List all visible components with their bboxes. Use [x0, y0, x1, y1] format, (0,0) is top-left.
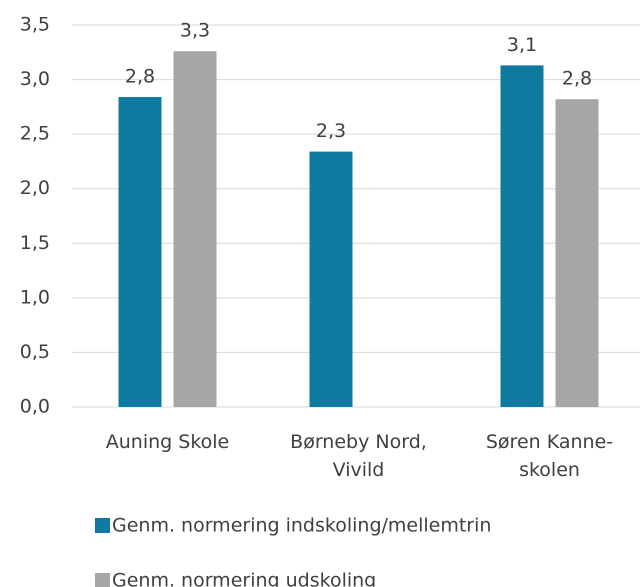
- data-label: 3,1: [507, 34, 537, 56]
- y-tick-label: 2,0: [20, 177, 50, 199]
- y-tick-label: 3,0: [20, 68, 50, 90]
- bar: [500, 65, 544, 407]
- bar: [173, 51, 217, 408]
- legend-swatch: [95, 573, 110, 587]
- data-label: 2,3: [316, 120, 346, 142]
- data-label: 3,3: [180, 20, 210, 42]
- legend-swatch: [95, 518, 110, 533]
- bar: [118, 97, 162, 407]
- legend-label: Genm. normering indskoling/mellemtrin: [112, 515, 491, 537]
- x-tick-label: Auning Skole: [105, 431, 230, 453]
- y-tick-label: 1,5: [20, 232, 50, 254]
- x-tick-label: Børneby Nord, Vivild: [290, 431, 427, 481]
- bar: [555, 99, 599, 408]
- data-label: 2,8: [125, 66, 155, 88]
- y-tick-label: 0,5: [20, 341, 50, 363]
- y-tick-label: 0,0: [20, 396, 50, 418]
- y-tick-label: 2,5: [20, 123, 50, 145]
- y-tick-label: 3,5: [20, 14, 50, 36]
- legend-label: Genm. normering udskoling: [112, 570, 376, 587]
- y-tick-label: 1,0: [20, 286, 50, 308]
- x-tick-label: Søren Kanne- skolen: [485, 431, 614, 481]
- data-label: 2,8: [562, 68, 592, 90]
- bar: [309, 151, 353, 407]
